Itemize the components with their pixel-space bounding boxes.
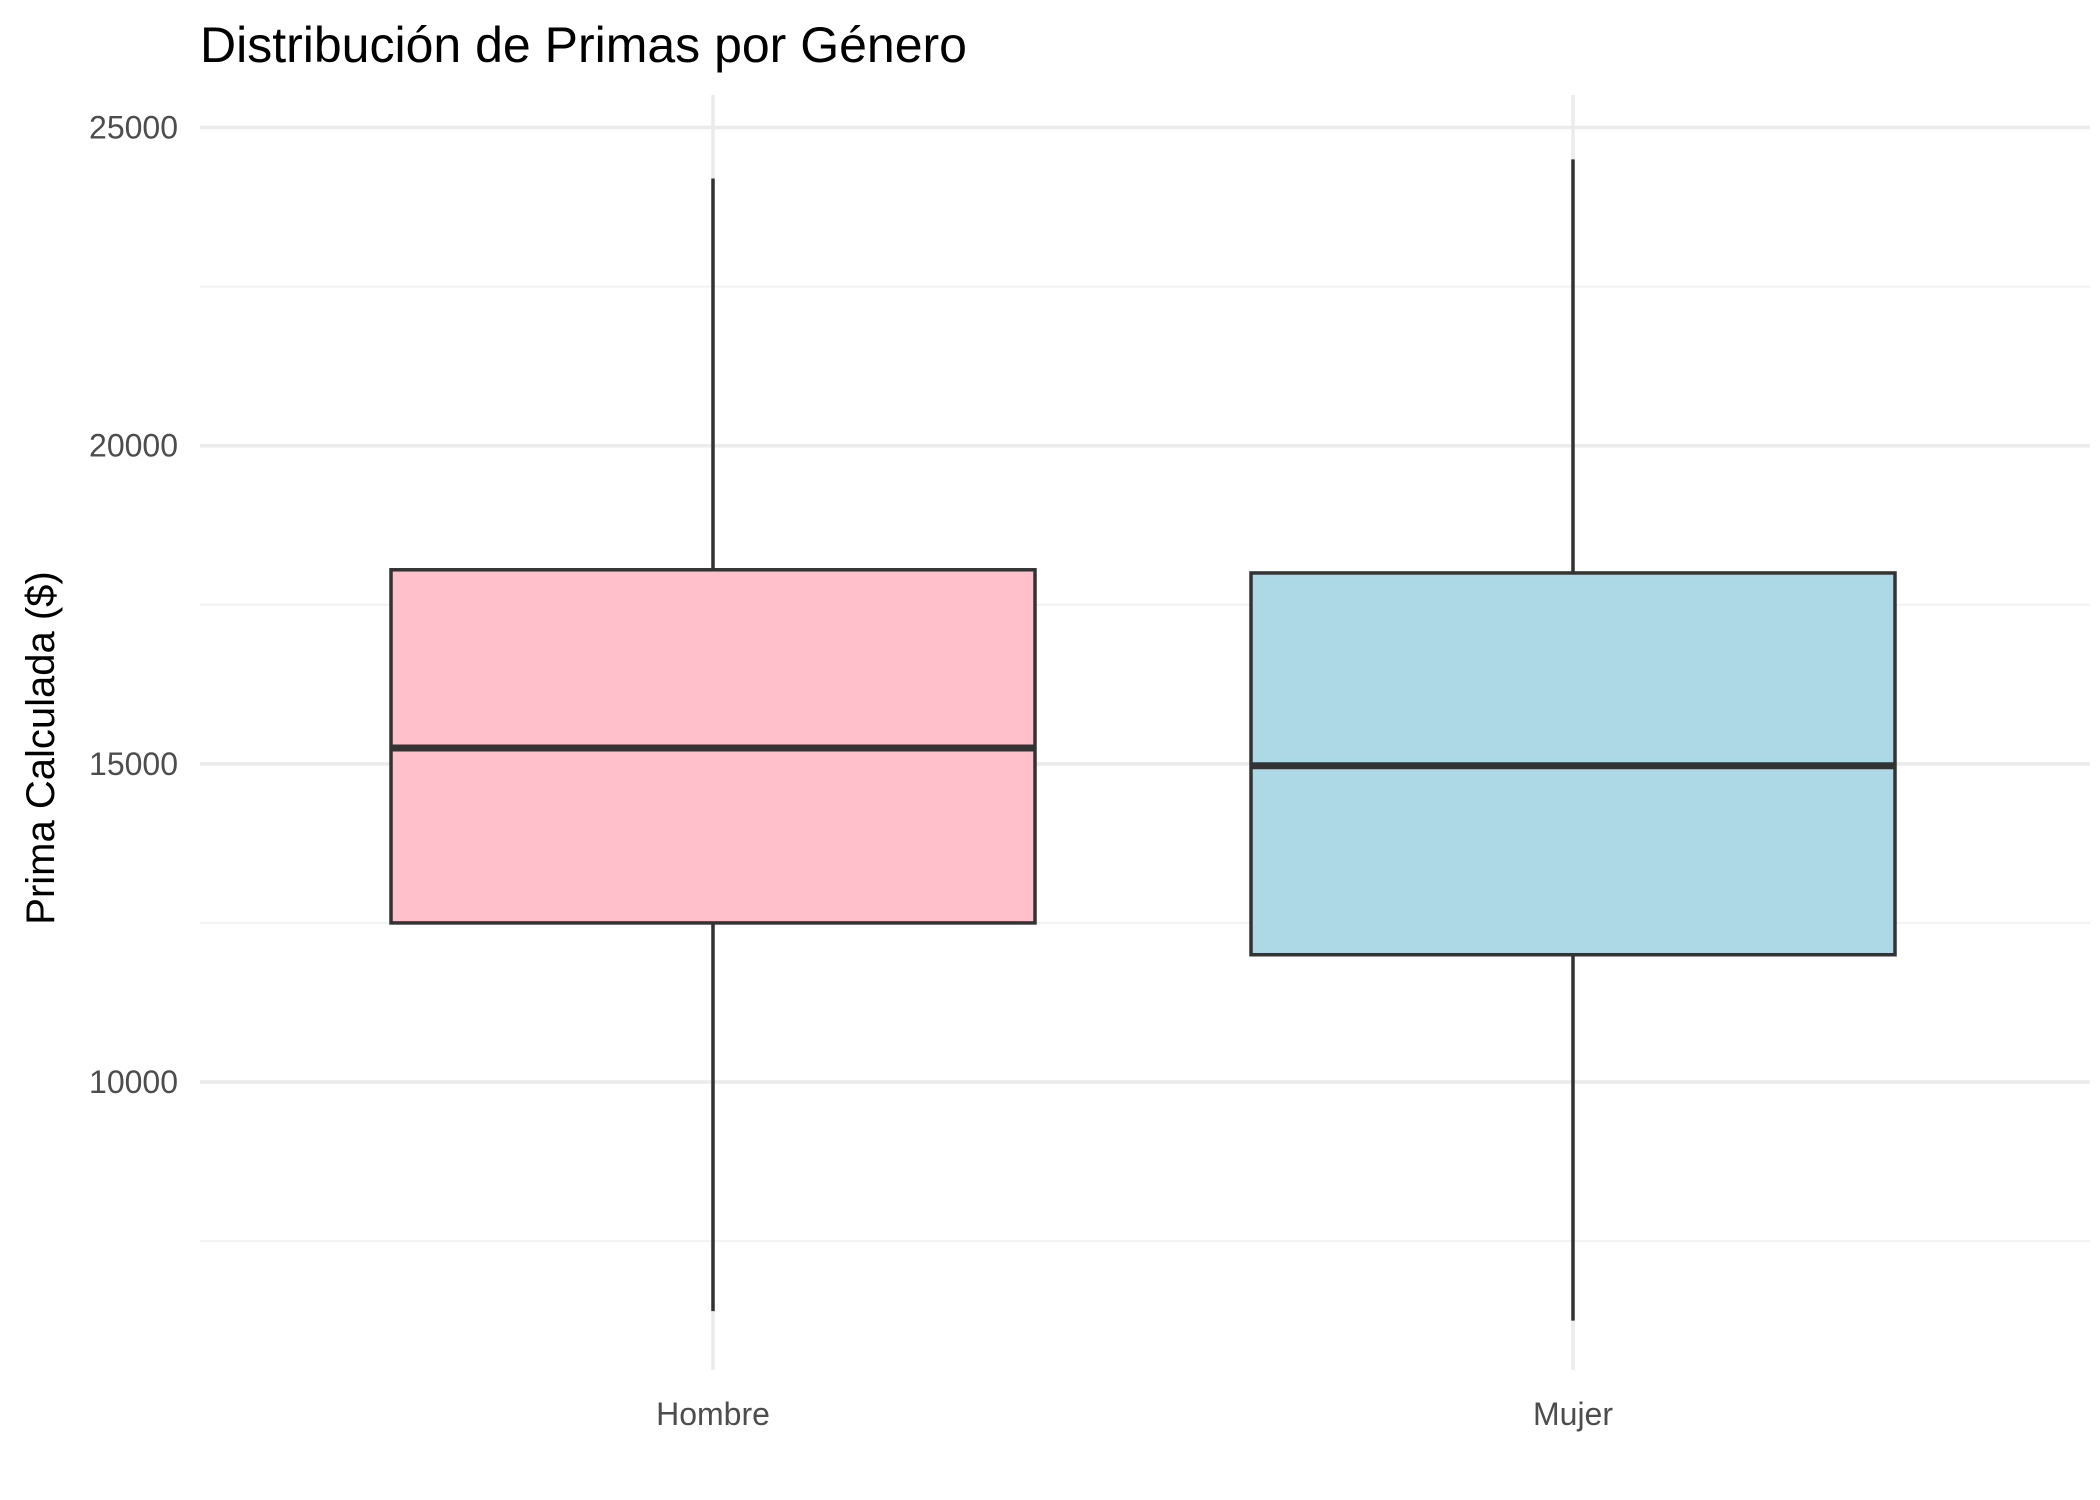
y-tick-label: 10000 (89, 1064, 178, 1100)
chart-title: Distribución de Primas por Género (200, 17, 967, 73)
box-mujer (1249, 159, 1897, 1321)
x-tick-label: Hombre (656, 1396, 770, 1432)
y-tick-label: 15000 (89, 746, 178, 782)
boxes-layer (389, 159, 1897, 1321)
y-tick-label: 20000 (89, 428, 178, 464)
x-tick-label: Mujer (1533, 1396, 1613, 1432)
axis-labels: 10000 15000 20000 25000 Hombre Mujer (89, 110, 1613, 1432)
y-axis-title: Prima Calculada ($) (19, 571, 63, 924)
box-hombre (389, 178, 1037, 1312)
y-tick-label: 25000 (89, 110, 178, 146)
